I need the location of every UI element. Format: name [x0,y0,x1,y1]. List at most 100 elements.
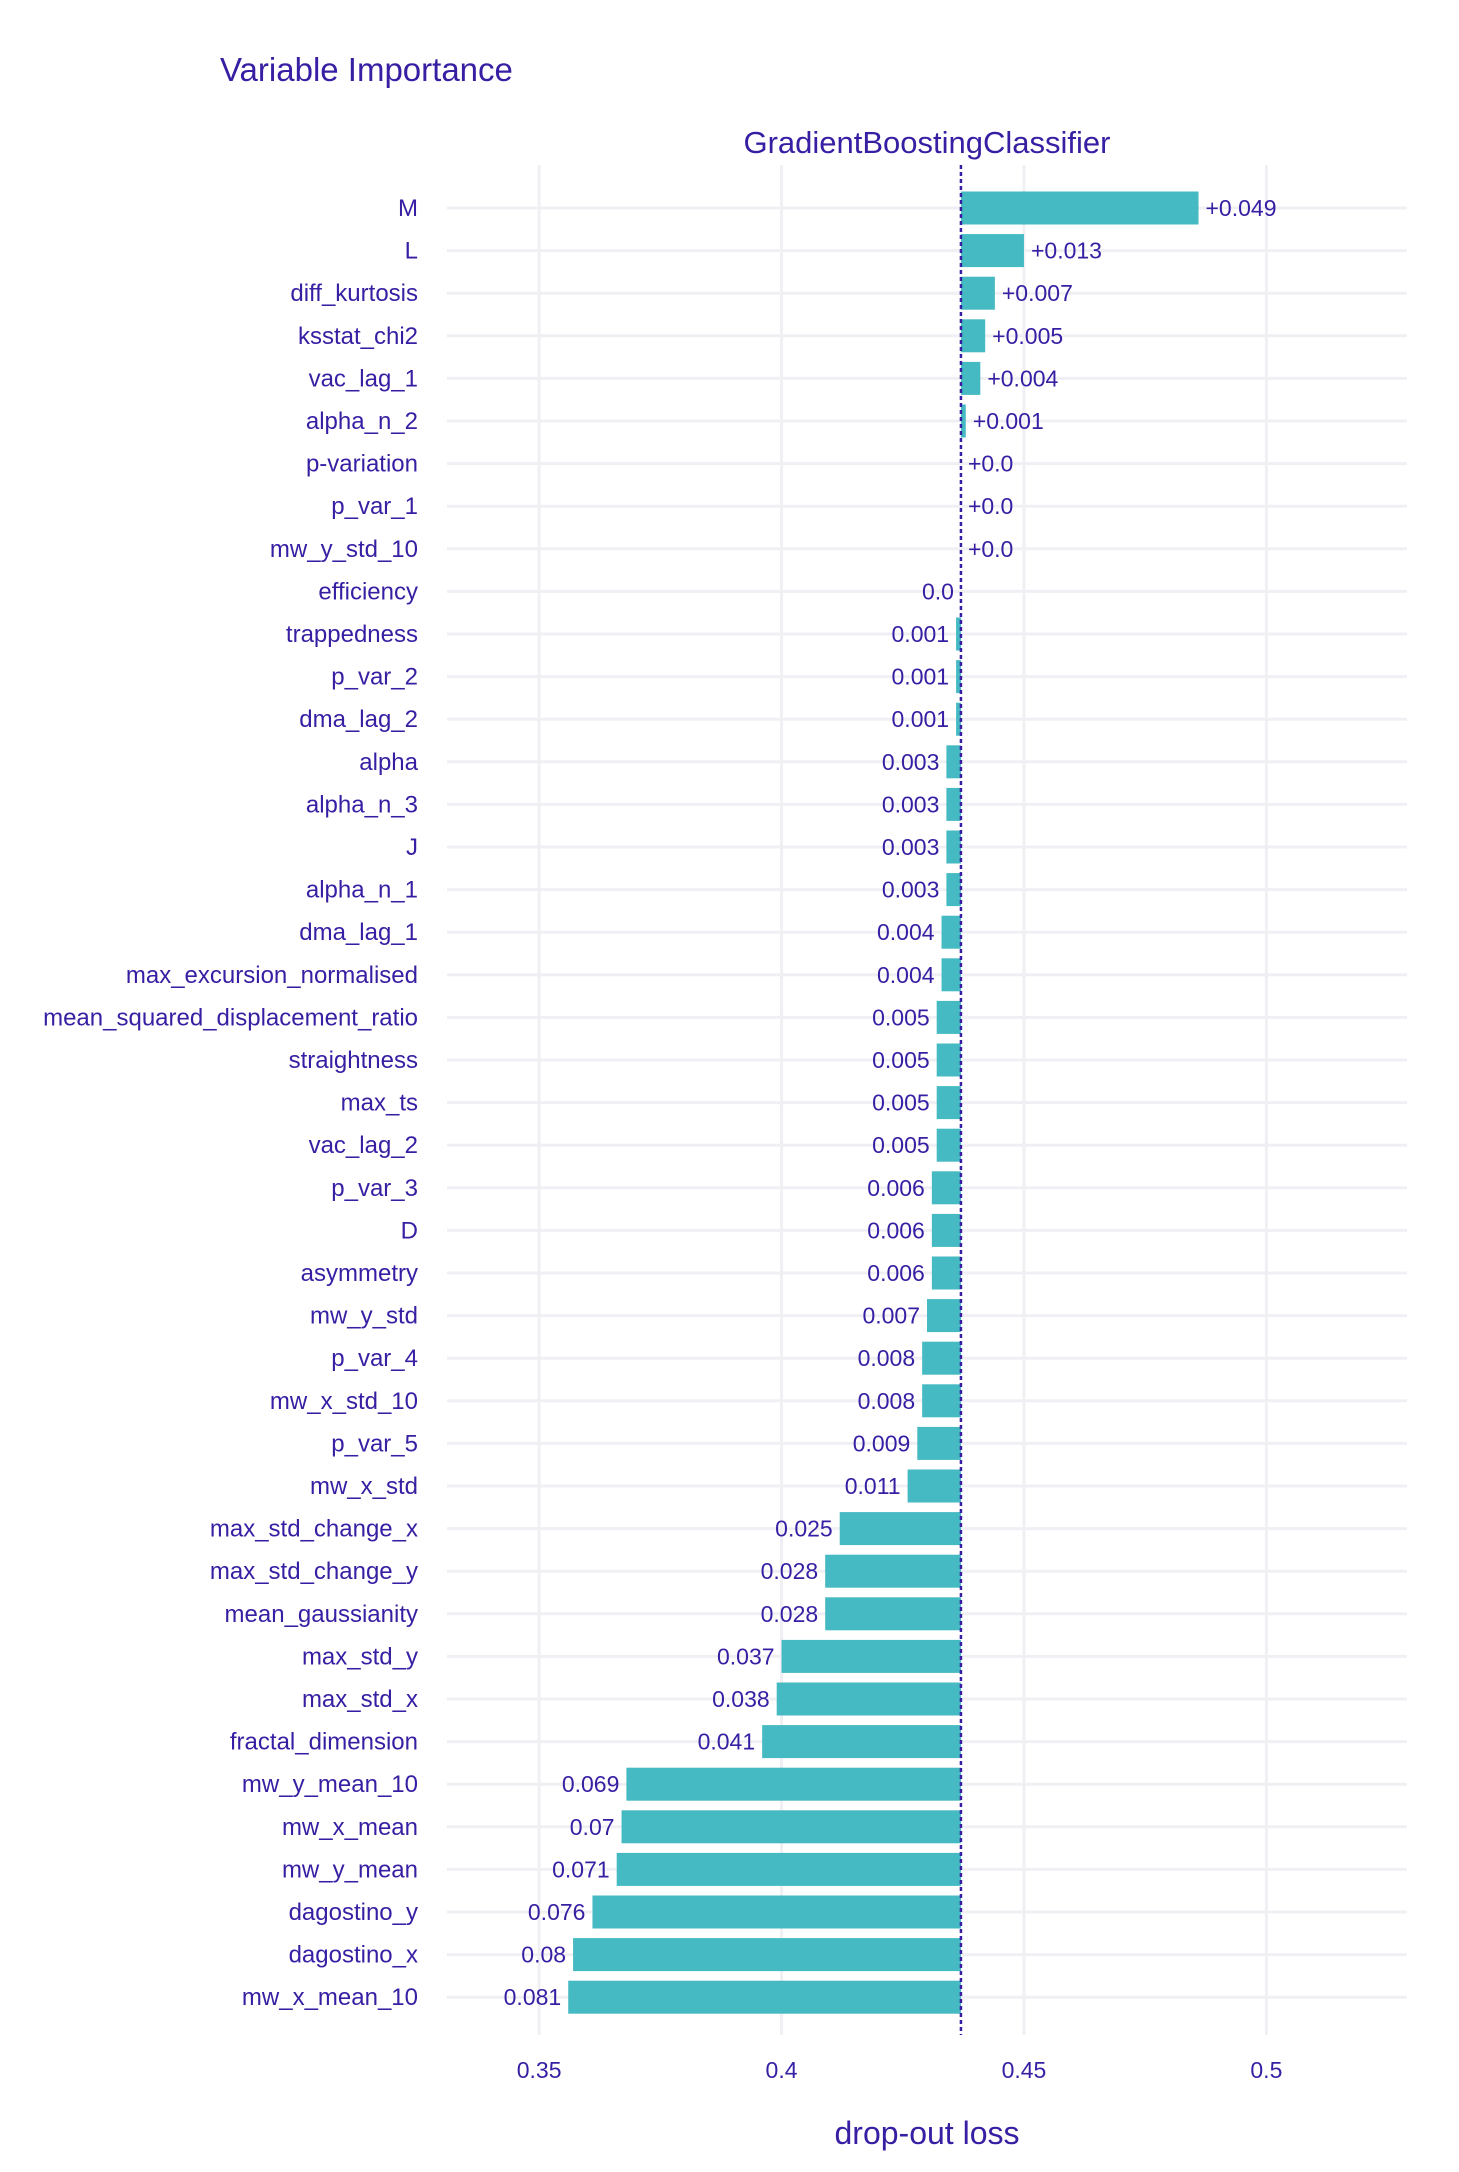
data-label: +0.013 [1031,238,1102,264]
data-label: 0.081 [504,1984,562,2010]
category-label: straightness [289,1047,418,1074]
data-label: 0.038 [712,1686,770,1712]
data-label: 0.001 [892,664,950,690]
bar [946,745,961,779]
category-label: mw_y_mean_10 [242,1771,418,1798]
data-label: 0.005 [872,1047,930,1073]
bar [960,404,966,438]
category-label: dma_lag_1 [299,919,418,946]
data-label: +0.0 [968,493,1013,519]
category-label: p_var_3 [331,1175,418,1202]
data-label: 0.006 [867,1175,925,1201]
category-label: fractal_dimension [230,1729,418,1756]
category-label: mw_x_std_10 [270,1388,418,1415]
bar [960,319,986,353]
data-label: 0.037 [717,1643,775,1669]
category-label: p-variation [306,451,418,478]
data-label: 0.071 [552,1856,610,1882]
category-label: p_var_2 [331,664,418,691]
data-label: 0.005 [872,1004,930,1030]
category-label: alpha_n_2 [306,408,418,435]
data-label: 0.0 [922,578,954,604]
data-label: 0.008 [858,1388,916,1414]
bar [621,1810,961,1844]
data-label: 0.011 [845,1473,901,1499]
category-label: vac_lag_2 [309,1132,418,1159]
data-label: +0.001 [973,408,1044,434]
data-label: +0.0 [968,536,1013,562]
data-label: 0.003 [882,877,940,903]
category-label: mw_x_std [310,1473,418,1500]
category-label: mw_y_std_10 [270,536,418,563]
category-label: vac_lag_1 [309,365,418,392]
bar [931,1171,961,1205]
bar [568,1980,961,2014]
chart-title: Variable Importance [220,51,513,88]
x-tick-label: 0.4 [766,2057,798,2083]
bar [956,702,961,736]
bar [616,1852,961,1886]
bar [762,1725,961,1759]
bar [931,1256,961,1290]
category-label: alpha [359,749,418,776]
bar [946,830,961,864]
labels: 0.35 0.4 0.45 0.5 M +0.049 L +0.013 diff_kurtosi… [43,195,1282,2083]
data-label: 0.025 [775,1516,833,1542]
bar [946,873,961,907]
data-label: 0.008 [858,1345,916,1371]
category-label: p_var_1 [331,493,418,520]
bar [922,1384,961,1418]
bar [781,1639,961,1673]
data-label: 0.003 [882,749,940,775]
data-label: 0.005 [872,1132,930,1158]
data-label: 0.001 [892,706,950,732]
category-label: p_var_5 [331,1430,418,1457]
data-label: 0.003 [882,791,940,817]
data-label: 0.069 [562,1771,620,1797]
data-label: 0.003 [882,834,940,860]
bar [941,915,961,949]
bar [960,276,995,310]
bar [936,1128,961,1162]
data-label: 0.004 [877,962,935,988]
data-label: +0.007 [1002,280,1073,306]
data-label: +0.004 [987,365,1058,391]
category-label: max_std_x [302,1686,418,1713]
category-label: mw_x_mean [282,1814,418,1841]
category-label: max_std_change_x [210,1516,418,1543]
chart-subtitle: GradientBoostingClassifier [743,125,1110,160]
data-label: 0.028 [761,1558,819,1584]
bar [960,361,981,395]
bar [960,191,1199,225]
data-label: 0.041 [698,1729,756,1755]
bar [922,1341,961,1375]
category-label: max_std_change_y [210,1558,418,1585]
category-label: max_std_y [302,1643,418,1670]
x-tick-label: 0.45 [1002,2057,1047,2083]
bar [592,1895,961,1929]
category-label: ksstat_chi2 [298,323,418,350]
bar [946,787,961,821]
category-label: mw_x_mean_10 [242,1984,418,2011]
bar [907,1469,961,1503]
bar [776,1682,961,1716]
grid [447,165,1407,2035]
data-label: 0.028 [761,1601,819,1627]
bar [941,958,961,992]
x-tick-label: 0.35 [517,2057,562,2083]
category-label: asymmetry [301,1260,418,1287]
data-label: 0.001 [892,621,950,647]
x-tick-label: 0.5 [1250,2057,1282,2083]
data-label: 0.076 [528,1899,586,1925]
bar [936,1043,961,1077]
category-label: dma_lag_2 [299,706,418,733]
category-label: mw_y_mean [282,1856,418,1883]
category-label: alpha_n_3 [306,791,418,818]
category-label: p_var_4 [331,1345,418,1372]
category-label: max_ts [341,1090,418,1117]
bar [573,1938,961,1972]
bars [568,191,1199,2014]
bar [917,1426,961,1460]
category-label: dagostino_x [289,1942,418,1969]
